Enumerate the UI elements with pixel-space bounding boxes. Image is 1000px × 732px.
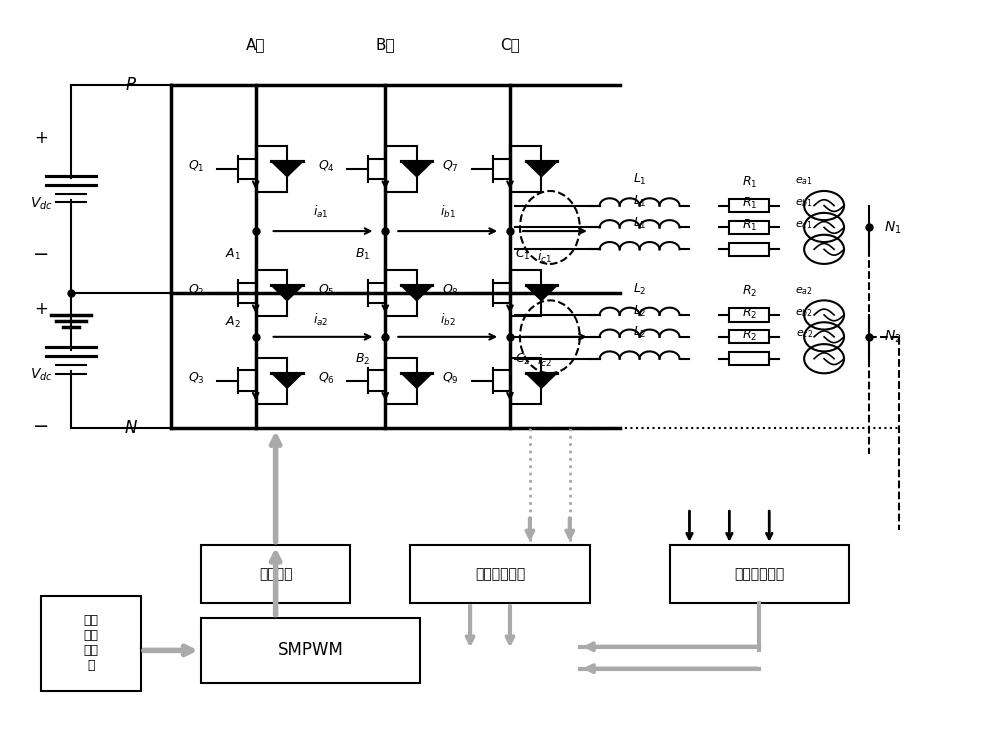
Text: $N_2$: $N_2$	[884, 329, 902, 345]
Text: $R_2$: $R_2$	[742, 306, 757, 321]
Bar	[41, 596, 141, 690]
Text: SMPWM: SMPWM	[278, 641, 343, 660]
Text: $Q_7$: $Q_7$	[442, 159, 459, 174]
Polygon shape	[401, 285, 432, 301]
Text: −: −	[33, 417, 49, 436]
Text: $L_1$: $L_1$	[633, 172, 646, 187]
Polygon shape	[526, 285, 557, 301]
Text: $N$: $N$	[124, 419, 138, 437]
Text: $i_{a2}$: $i_{a2}$	[313, 312, 328, 328]
Text: 电压
电流
指令
值: 电压 电流 指令 值	[84, 614, 99, 672]
Text: $e_{b1}$: $e_{b1}$	[795, 198, 813, 209]
Text: $e_{c1}$: $e_{c1}$	[795, 220, 813, 231]
Text: +: +	[34, 300, 48, 318]
Text: $e_{b2}$: $e_{b2}$	[795, 307, 813, 318]
Text: $L_2$: $L_2$	[633, 326, 646, 340]
Text: $Q_2$: $Q_2$	[188, 283, 205, 298]
Polygon shape	[526, 162, 557, 176]
Polygon shape	[401, 162, 432, 176]
Text: A相: A相	[246, 37, 265, 53]
Bar	[729, 352, 769, 365]
Text: $R_1$: $R_1$	[742, 218, 757, 234]
Text: C相: C相	[500, 37, 520, 53]
Text: $L_1$: $L_1$	[633, 194, 646, 209]
Text: $i_{b2}$: $i_{b2}$	[440, 312, 455, 328]
Text: $Q_3$: $Q_3$	[188, 370, 205, 386]
Text: $e_{a2}$: $e_{a2}$	[795, 285, 813, 296]
Text: −: −	[33, 245, 49, 264]
Text: $P$: $P$	[125, 76, 137, 94]
Text: $A_2$: $A_2$	[225, 315, 241, 329]
Text: $A_1$: $A_1$	[225, 247, 241, 262]
Text: $R_2$: $R_2$	[742, 284, 757, 299]
Text: $R_1$: $R_1$	[742, 196, 757, 212]
Text: $Q_1$: $Q_1$	[188, 159, 205, 174]
Text: $i_{b1}$: $i_{b1}$	[440, 204, 456, 220]
Text: $B_1$: $B_1$	[355, 247, 370, 262]
Bar	[729, 330, 769, 343]
Text: $Q_5$: $Q_5$	[318, 283, 334, 298]
Text: $V_{dc}$: $V_{dc}$	[30, 367, 53, 384]
Text: +: +	[34, 129, 48, 147]
Bar	[729, 199, 769, 212]
Text: $i_{c1}$: $i_{c1}$	[537, 250, 552, 266]
Bar	[201, 545, 350, 603]
Text: $e_{a1}$: $e_{a1}$	[795, 176, 813, 187]
Text: $L_2$: $L_2$	[633, 282, 646, 296]
Text: $e_{c2}$: $e_{c2}$	[796, 329, 813, 340]
Text: $R_2$: $R_2$	[742, 327, 757, 343]
Text: $Q_4$: $Q_4$	[318, 159, 334, 174]
Polygon shape	[271, 162, 303, 176]
Text: $L_1$: $L_1$	[633, 216, 646, 231]
Text: B相: B相	[376, 37, 395, 53]
Polygon shape	[271, 373, 303, 388]
Text: $C_2$: $C_2$	[515, 351, 530, 367]
Bar	[670, 545, 849, 603]
Polygon shape	[526, 373, 557, 388]
Text: $C_1$: $C_1$	[515, 247, 530, 262]
Bar	[201, 618, 420, 683]
Polygon shape	[271, 285, 303, 301]
Text: 电压检测电路: 电压检测电路	[734, 567, 784, 580]
Bar	[729, 308, 769, 321]
Text: $Q_8$: $Q_8$	[442, 283, 459, 298]
Bar	[410, 545, 590, 603]
Text: 电流检测电路: 电流检测电路	[475, 567, 525, 580]
Text: $N_1$: $N_1$	[884, 220, 902, 236]
Polygon shape	[401, 373, 432, 388]
Text: $V_{dc}$: $V_{dc}$	[30, 195, 53, 212]
Text: $Q_6$: $Q_6$	[318, 370, 334, 386]
Text: $L_2$: $L_2$	[633, 304, 646, 318]
Text: $B_2$: $B_2$	[355, 351, 370, 367]
Text: $i_{c2}$: $i_{c2}$	[537, 353, 552, 369]
Text: 驱动电路: 驱动电路	[259, 567, 292, 580]
Bar	[729, 221, 769, 234]
Text: $i_{a1}$: $i_{a1}$	[313, 204, 328, 220]
Text: $Q_9$: $Q_9$	[442, 370, 459, 386]
Text: $R_1$: $R_1$	[742, 174, 757, 190]
Bar	[729, 243, 769, 256]
